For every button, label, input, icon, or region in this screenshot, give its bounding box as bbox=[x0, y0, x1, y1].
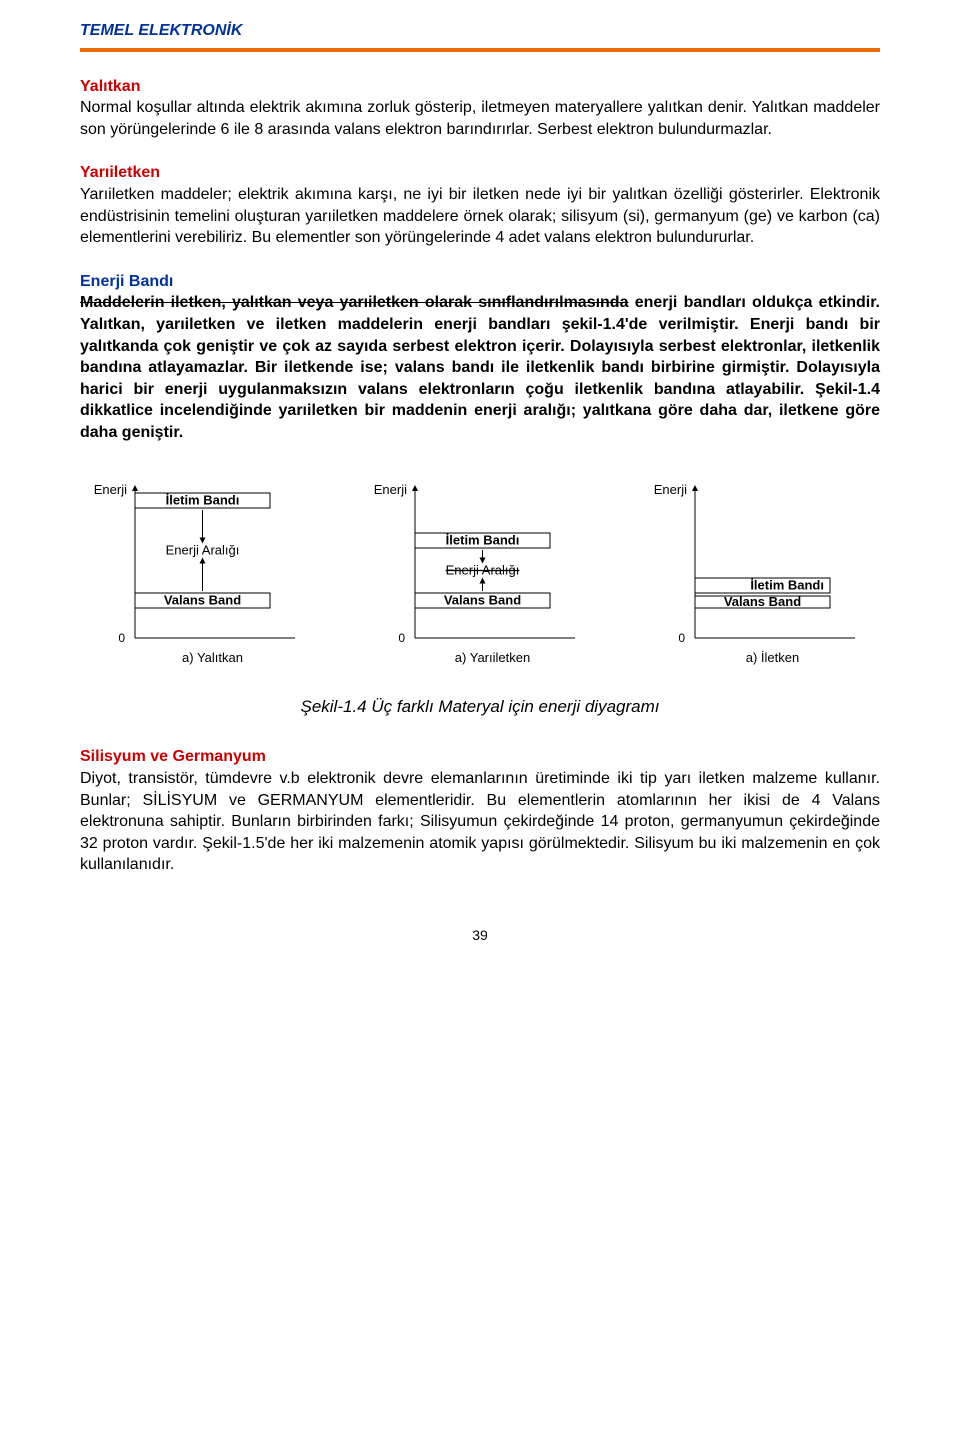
svg-text:Enerji Aralığı: Enerji Aralığı bbox=[446, 562, 520, 577]
panel-svg: Enerji 0 İletim Bandı Enerji Aralığı Val… bbox=[80, 478, 320, 678]
svg-text:Valans Band: Valans Band bbox=[724, 594, 801, 609]
diagram-panel: Enerji 0 İletim Bandı Enerji Aralığı Val… bbox=[80, 478, 320, 678]
svg-text:a) Yalıtkan: a) Yalıtkan bbox=[182, 650, 243, 665]
svg-text:0: 0 bbox=[678, 631, 685, 645]
svg-text:a) İletken: a) İletken bbox=[746, 650, 799, 665]
section-yariiletken: Yarıiletken Yarıiletken maddeler; elektr… bbox=[80, 162, 880, 248]
svg-text:İletim Bandı: İletim Bandı bbox=[446, 532, 520, 547]
panel-svg: Enerji 0 İletim Bandı Valans Band a) İle… bbox=[640, 478, 880, 678]
document-header: TEMEL ELEKTRONİK bbox=[80, 20, 880, 42]
body-silisyum: Diyot, transistör, tümdevre v.b elektron… bbox=[80, 770, 880, 873]
svg-text:Enerji Aralığı: Enerji Aralığı bbox=[166, 542, 240, 557]
figure-caption: Şekil-1.4 Üç farklı Materyal için enerji… bbox=[80, 696, 880, 719]
section-yalitkan: Yalıtkan Normal koşullar altında elektri… bbox=[80, 76, 880, 141]
svg-text:Enerji: Enerji bbox=[374, 482, 407, 497]
energy-band-diagram: Enerji 0 İletim Bandı Enerji Aralığı Val… bbox=[80, 478, 880, 678]
page-number: 39 bbox=[80, 926, 880, 945]
svg-text:a) Yarıiletken: a) Yarıiletken bbox=[455, 650, 530, 665]
svg-text:Valans Band: Valans Band bbox=[444, 592, 521, 607]
svg-text:Enerji: Enerji bbox=[654, 482, 687, 497]
diagram-panel: Enerji 0 İletim Bandı Enerji Aralığı Val… bbox=[360, 478, 600, 678]
heading-yariiletken: Yarıiletken bbox=[80, 162, 880, 184]
panel-svg: Enerji 0 İletim Bandı Enerji Aralığı Val… bbox=[360, 478, 600, 678]
section-silisyum: Silisyum ve Germanyum Diyot, transistör,… bbox=[80, 746, 880, 876]
diagram-panel: Enerji 0 İletim Bandı Valans Band a) İle… bbox=[640, 478, 880, 678]
heading-silisyum: Silisyum ve Germanyum bbox=[80, 746, 880, 768]
heading-enerji-bandi: Enerji Bandı bbox=[80, 271, 880, 293]
body-yalitkan: Normal koşullar altında elektrik akımına… bbox=[80, 99, 880, 138]
body-yariiletken: Yarıiletken maddeler; elektrik akımına k… bbox=[80, 186, 880, 246]
heading-yalitkan: Yalıtkan bbox=[80, 76, 880, 98]
body-enerji-rest: enerji bandları oldukça etkindir. Yalıtk… bbox=[80, 294, 880, 441]
svg-text:Valans Band: Valans Band bbox=[164, 592, 241, 607]
svg-text:İletim Bandı: İletim Bandı bbox=[750, 577, 824, 592]
svg-text:Enerji: Enerji bbox=[94, 482, 127, 497]
svg-text:0: 0 bbox=[118, 631, 125, 645]
header-divider bbox=[80, 48, 880, 52]
svg-text:0: 0 bbox=[398, 631, 405, 645]
svg-text:İletim Bandı: İletim Bandı bbox=[166, 492, 240, 507]
strike-text: Maddelerin iletken, yalıtkan veya yarıil… bbox=[80, 294, 628, 311]
section-enerji-bandi: Enerji Bandı Maddelerin iletken, yalıtka… bbox=[80, 271, 880, 444]
